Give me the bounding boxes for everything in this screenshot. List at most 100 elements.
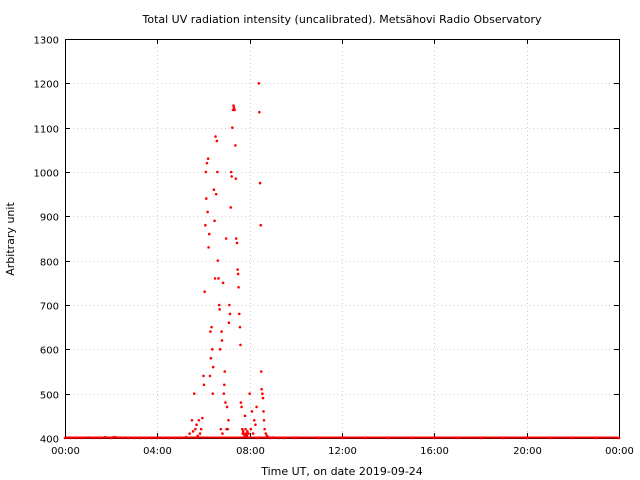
- data-point: [232, 106, 236, 110]
- data-point: [205, 161, 209, 165]
- data-point: [247, 432, 250, 435]
- data-point: [254, 423, 257, 427]
- data-point: [203, 290, 206, 294]
- data-point: [236, 268, 239, 271]
- data-point: [232, 104, 235, 107]
- data-point: [258, 181, 262, 185]
- data-point: [263, 427, 266, 431]
- data-point: [201, 416, 204, 420]
- data-point: [228, 312, 232, 316]
- data-point: [249, 427, 253, 431]
- y-tick-label: 900: [40, 213, 59, 224]
- data-point: [198, 432, 202, 435]
- data-points: [63, 82, 621, 440]
- data-point: [264, 432, 268, 435]
- data-point: [244, 432, 248, 435]
- data-point: [225, 405, 229, 409]
- data-point: [243, 414, 247, 418]
- data-point: [229, 170, 233, 174]
- data-point: [211, 392, 215, 395]
- data-point: [236, 272, 240, 276]
- data-point: [199, 427, 203, 431]
- x-tick-label: 12:00: [328, 446, 357, 457]
- data-point: [260, 387, 263, 391]
- data-point: [250, 410, 254, 413]
- y-tick-label: 1200: [34, 80, 59, 91]
- data-point: [261, 392, 264, 395]
- y-tick-label: 800: [40, 258, 59, 269]
- data-point: [207, 232, 211, 236]
- data-point: [229, 206, 233, 209]
- data-point: [209, 330, 212, 333]
- grid-lines: [65, 39, 619, 438]
- data-point: [208, 374, 212, 378]
- data-point: [238, 325, 242, 329]
- data-point: [197, 418, 201, 422]
- y-tick-label: 700: [40, 302, 59, 313]
- data-point: [226, 427, 230, 431]
- tick-labels: 400 500 600 700 800 900 1000 1100 1200 1300 00:00 0…: [34, 36, 634, 458]
- data-point: [228, 303, 231, 307]
- data-point: [196, 434, 200, 438]
- data-point: [214, 192, 218, 196]
- data-point: [241, 430, 245, 433]
- data-point: [239, 343, 242, 347]
- data-point: [188, 432, 191, 435]
- data-point: [207, 246, 210, 249]
- x-axis-label: Time UT, on date 2019-09-24: [260, 465, 423, 478]
- data-point: [190, 418, 194, 422]
- x-tick-label: 00:00: [605, 446, 634, 457]
- data-point: [210, 325, 213, 329]
- data-point: [259, 223, 263, 227]
- data-point: [214, 135, 217, 138]
- data-point: [240, 427, 244, 431]
- data-point: [262, 418, 266, 422]
- data-point: [206, 157, 210, 160]
- x-tick-label: 08:00: [236, 446, 265, 457]
- data-point: [191, 430, 195, 433]
- data-point: [255, 405, 258, 409]
- data-point: [206, 210, 209, 214]
- y-tick-label: 1100: [34, 125, 59, 136]
- data-point: [217, 277, 220, 280]
- data-point: [212, 188, 216, 192]
- data-point: [222, 392, 226, 395]
- data-point: [63, 436, 67, 440]
- y-tick-label: 500: [40, 391, 59, 402]
- data-point: [231, 126, 234, 129]
- data-point: [258, 110, 261, 114]
- data-point: [240, 405, 243, 409]
- data-point: [218, 308, 221, 311]
- data-point: [221, 432, 224, 435]
- data-point: [195, 423, 198, 427]
- data-point: [259, 370, 263, 373]
- data-point: [217, 303, 221, 307]
- data-point: [224, 401, 227, 404]
- data-point: [222, 383, 226, 387]
- y-tick-label: 600: [40, 346, 59, 357]
- data-point: [245, 434, 249, 438]
- data-point: [211, 365, 215, 369]
- data-point: [219, 427, 223, 431]
- x-tick-label: 20:00: [513, 446, 542, 457]
- data-point: [213, 219, 216, 223]
- data-point: [194, 427, 197, 431]
- data-point: [220, 339, 224, 342]
- data-point: [252, 418, 256, 422]
- data-point: [257, 82, 261, 85]
- data-point: [243, 434, 246, 438]
- y-tick-label: 1000: [34, 169, 59, 180]
- data-point: [223, 370, 227, 373]
- data-point: [220, 330, 223, 333]
- data-point: [234, 237, 238, 240]
- data-point: [246, 430, 249, 433]
- chart-title: Total UV radiation intensity (uncalibrat…: [142, 13, 542, 26]
- data-point: [242, 432, 246, 435]
- y-tick-label: 400: [40, 435, 59, 446]
- data-point: [216, 259, 220, 262]
- data-point: [215, 139, 219, 143]
- data-point: [239, 401, 243, 404]
- data-point: [227, 418, 230, 422]
- data-point: [227, 321, 231, 325]
